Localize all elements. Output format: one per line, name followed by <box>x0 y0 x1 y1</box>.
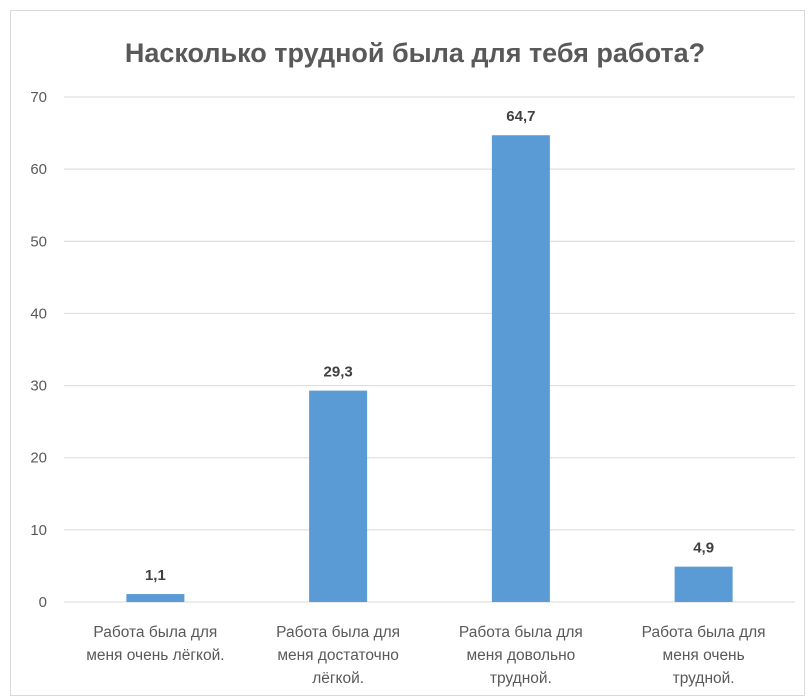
y-tick-label: 40 <box>30 305 47 322</box>
y-tick-label: 60 <box>30 161 47 178</box>
category-label: Работа была для меня очень лёгкой. <box>86 624 224 664</box>
gridlines <box>64 96 795 603</box>
data-label: 1,1 <box>145 567 166 584</box>
y-axis-ticks: 0 10 20 30 40 50 60 70 <box>30 89 47 611</box>
category-label: Работа была для меня достаточно лёгкой. <box>276 624 400 687</box>
data-labels: 1,1 29,3 64,7 4,9 <box>145 108 714 584</box>
y-tick-label: 10 <box>30 522 47 539</box>
bar <box>491 135 550 602</box>
y-tick-label: 50 <box>30 233 47 250</box>
chart-title: Насколько трудной была для тебя работа? <box>125 38 705 68</box>
y-tick-label: 0 <box>39 594 47 611</box>
data-label: 64,7 <box>506 108 535 125</box>
y-tick-label: 20 <box>30 450 47 467</box>
y-tick-label: 70 <box>30 89 47 106</box>
bar <box>126 594 185 602</box>
category-label: Работа была для меня очень трудной. <box>642 624 766 687</box>
bar <box>674 566 733 602</box>
data-label: 29,3 <box>324 364 353 381</box>
chart-frame <box>10 10 805 696</box>
bar <box>309 390 368 602</box>
category-label: Работа была для меня довольно трудной. <box>459 624 583 687</box>
y-tick-label: 30 <box>30 378 47 395</box>
category-labels: Работа была для меня очень лёгкой. Работа … <box>86 624 765 687</box>
bars <box>126 135 733 602</box>
data-label: 4,9 <box>693 540 714 557</box>
